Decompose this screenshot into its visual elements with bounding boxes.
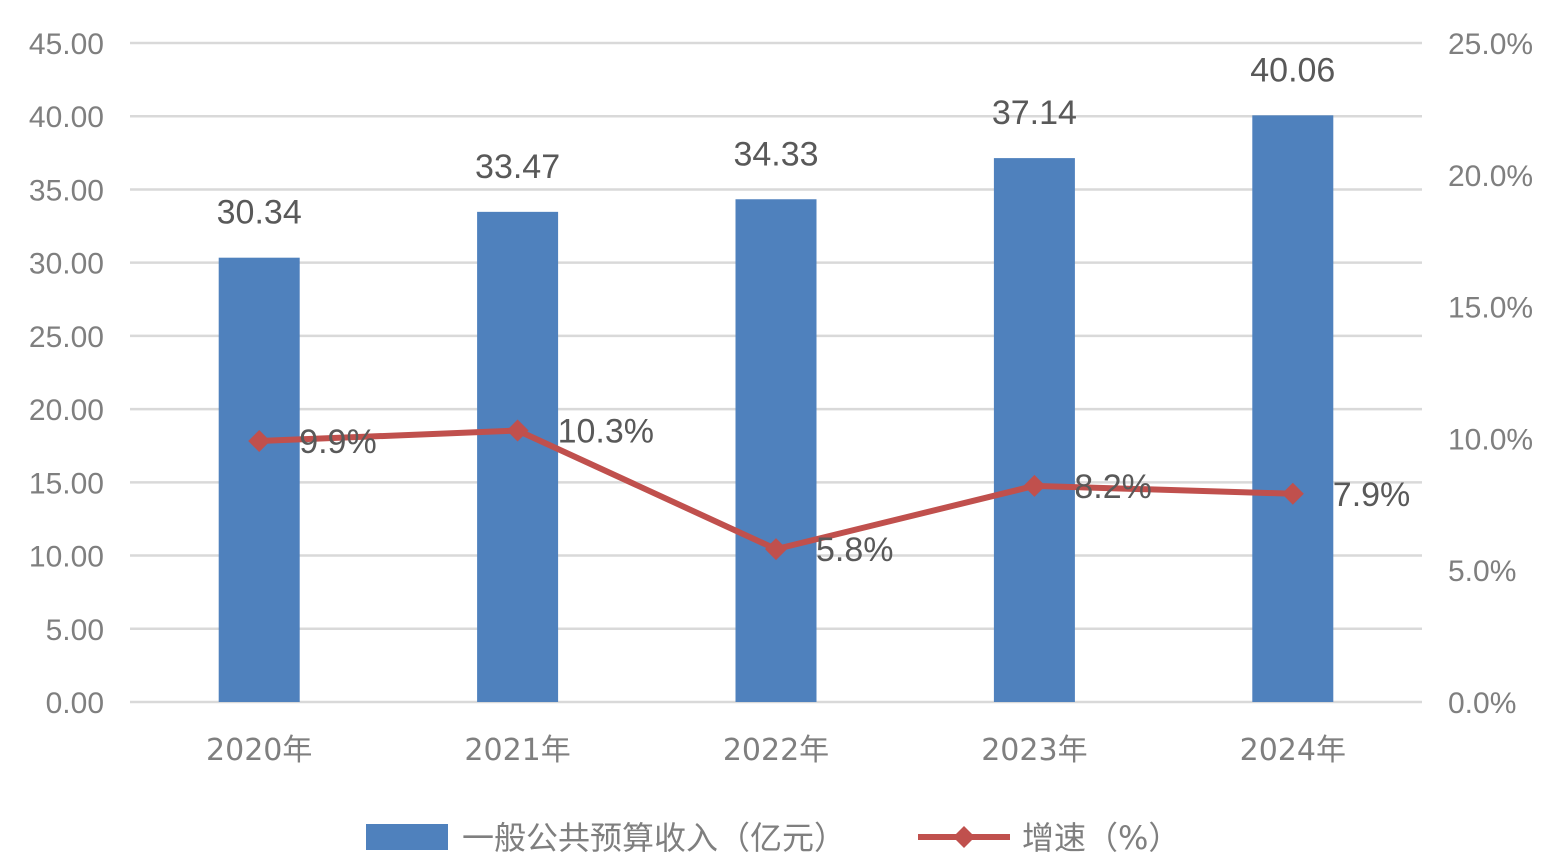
left-axis-tick: 15.00: [29, 467, 104, 500]
line-data-label: 8.2%: [1074, 468, 1152, 506]
left-axis-tick: 30.00: [29, 248, 104, 281]
x-axis-tick: 2020年: [206, 733, 312, 768]
line-data-label: 5.8%: [816, 531, 894, 569]
line-data-label: 7.9%: [1333, 476, 1411, 514]
left-axis-ticks: 0.00 5.00 10.00 15.00 20.00 25.00 30.00 35.00 40…: [29, 28, 104, 720]
legend-label-line: 增速（%）: [1022, 819, 1180, 857]
line-marker: [248, 430, 271, 453]
right-axis-tick: 15.0%: [1448, 292, 1533, 325]
bar-data-label: 33.47: [475, 148, 560, 186]
line-marker: [765, 538, 787, 561]
left-axis-tick: 10.00: [29, 541, 104, 574]
right-axis-tick: 10.0%: [1448, 423, 1533, 456]
line-series: [248, 419, 1304, 561]
bar: [993, 158, 1075, 702]
line-marker: [1023, 474, 1046, 497]
bar: [735, 199, 817, 702]
right-axis-tick: 5.0%: [1448, 555, 1516, 588]
legend-swatch-bar: [366, 824, 448, 850]
legend-marker-line: [953, 826, 975, 848]
x-axis-tick: 2021年: [464, 733, 570, 768]
right-axis-tick: 20.0%: [1448, 160, 1533, 193]
bar: [218, 257, 300, 702]
line-data-labels: 9.9% 10.3% 5.8% 8.2% 7.9%: [299, 412, 1410, 569]
line-marker: [506, 419, 529, 442]
bar-data-label: 37.14: [992, 94, 1077, 132]
left-axis-tick: 40.00: [29, 101, 104, 134]
left-axis-tick: 25.00: [29, 321, 104, 354]
line-data-label: 10.3%: [558, 412, 654, 450]
left-axis-tick: 0.00: [46, 687, 104, 720]
right-axis-tick: 25.0%: [1448, 28, 1533, 61]
left-axis-tick: 45.00: [29, 28, 104, 61]
line-data-label: 9.9%: [299, 423, 377, 461]
right-axis-ticks: 0.0% 5.0% 10.0% 15.0% 20.0% 25.0%: [1448, 28, 1533, 720]
left-axis-tick: 35.00: [29, 174, 104, 207]
bar-data-label: 34.33: [733, 135, 818, 173]
x-axis-tick: 2024年: [1240, 733, 1346, 768]
line-marker: [1281, 482, 1304, 505]
bar: [1252, 115, 1334, 702]
right-axis-tick: 0.0%: [1448, 687, 1516, 720]
x-axis-tick: 2022年: [723, 733, 829, 768]
bar: [477, 211, 559, 702]
bar-data-labels: 30.34 33.47 34.33 37.14 40.06: [217, 51, 1336, 231]
bar-data-label: 30.34: [217, 194, 302, 232]
legend: 一般公共预算收入（亿元） 增速（%）: [366, 819, 1180, 857]
bar-data-label: 40.06: [1250, 51, 1335, 89]
left-axis-tick: 20.00: [29, 394, 104, 427]
left-axis-tick: 5.00: [46, 614, 104, 647]
x-axis-tick: 2023年: [981, 733, 1087, 768]
x-axis-ticks: 2020年 2021年 2022年 2023年 2024年: [206, 733, 1346, 768]
bar-series: [218, 115, 1334, 702]
legend-label-bar: 一般公共预算收入（亿元）: [462, 819, 846, 857]
